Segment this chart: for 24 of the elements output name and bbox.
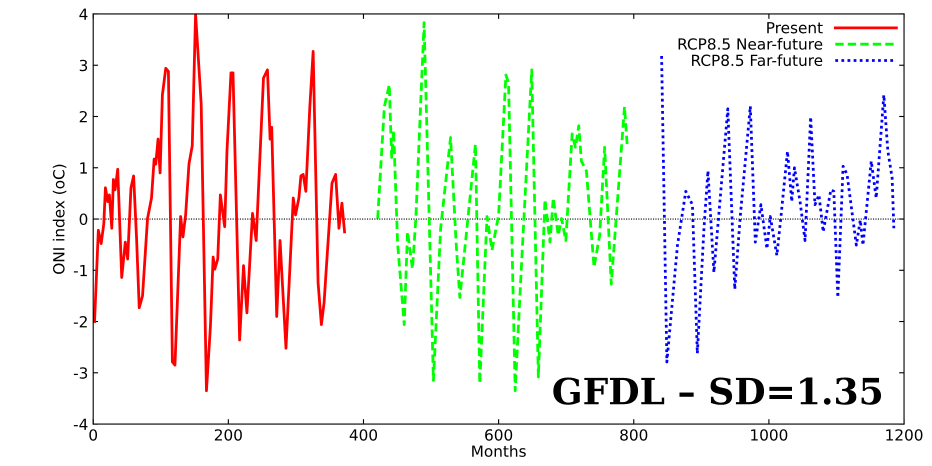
line-series (660, 54, 896, 364)
legend-label: RCP8.5 Near-future (678, 38, 822, 50)
x-tick-label: 1000 (751, 429, 788, 441)
y-tick-label: 1 (80, 162, 87, 174)
y-axis-title: ONI index (oC) (52, 164, 66, 274)
legend-label: RCP8.5 Far-future (692, 54, 822, 66)
x-tick-label: 600 (485, 429, 512, 441)
y-tick-label: -2 (74, 316, 87, 328)
y-tick-label: -3 (74, 367, 88, 379)
y-tick-label: 2 (80, 110, 87, 122)
y-tick-label: -1 (74, 264, 87, 276)
y-tick-label: 4 (79, 8, 88, 20)
line-series (93, 14, 346, 392)
legend-label: Present (767, 22, 823, 34)
y-tick-label: -4 (74, 418, 88, 430)
x-tick-label: 800 (620, 429, 648, 441)
x-tick-label: 200 (214, 429, 242, 441)
y-tick-label: 0 (80, 213, 88, 226)
x-tick-label: 400 (350, 429, 378, 441)
x-axis-title: Months (472, 445, 526, 457)
y-tick-label: 3 (80, 60, 88, 72)
x-tick-label: 1200 (886, 429, 922, 441)
x-tick-label: 0 (89, 429, 98, 441)
annotation: GFDL – SD=1.35 (553, 377, 882, 405)
